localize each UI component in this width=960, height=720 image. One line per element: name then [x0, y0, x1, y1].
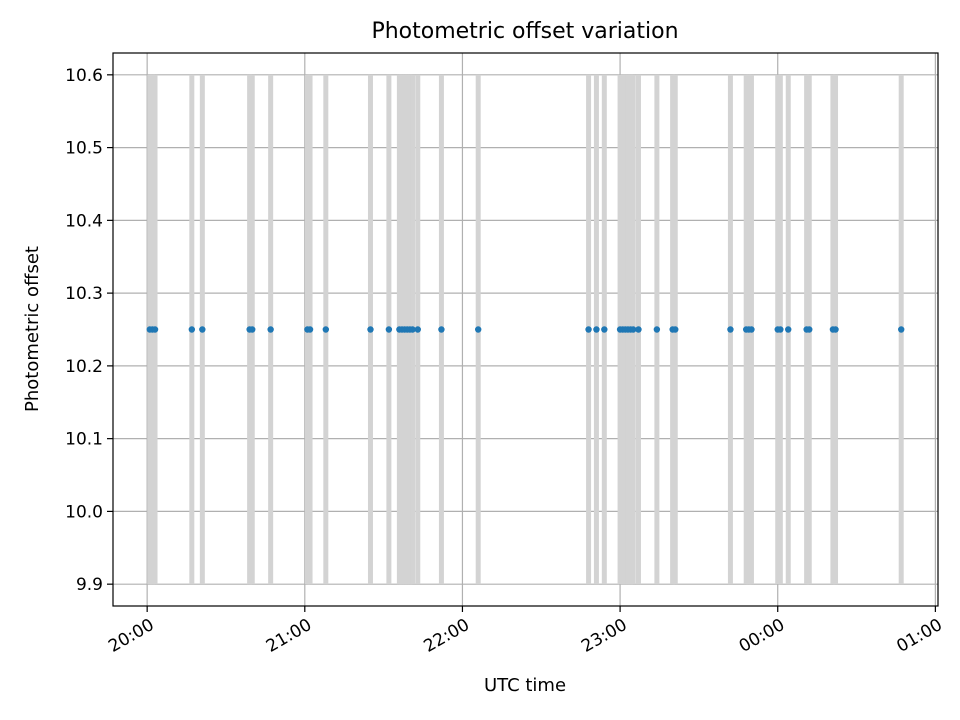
data-point [785, 326, 792, 333]
y-tick-label: 10.5 [65, 139, 103, 159]
y-tick-label: 10.2 [65, 357, 103, 377]
data-point [585, 326, 592, 333]
data-point [409, 326, 416, 333]
data-point [635, 326, 642, 333]
data-point [306, 326, 314, 333]
data-point [188, 326, 196, 333]
data-point [630, 326, 637, 333]
data-point [199, 326, 206, 333]
plot-frame [112, 52, 939, 607]
data-point [748, 326, 755, 333]
x-axis-label: UTC time [484, 675, 566, 696]
y-tick-label: 10.3 [65, 284, 103, 304]
y-tick-label: 9.9 [76, 575, 103, 595]
data-point [267, 326, 274, 333]
y-tick-label: 10.1 [65, 430, 103, 450]
data-point [672, 326, 679, 333]
data-point [322, 326, 330, 333]
data-point [438, 326, 445, 333]
data-point [727, 326, 734, 333]
data-point [832, 326, 839, 333]
data-point [593, 326, 600, 333]
data-point [777, 326, 784, 333]
data-point [249, 326, 256, 333]
data-point [806, 326, 813, 333]
data-point [653, 326, 661, 333]
data-point [475, 326, 482, 333]
data-point [385, 326, 393, 333]
data-point [414, 326, 421, 333]
chart-title: Photometric offset variation [371, 19, 678, 44]
y-tick-label: 10.4 [65, 211, 103, 231]
data-point [898, 326, 905, 333]
y-axis-label: Photometric offset [22, 246, 43, 412]
y-tick-label: 10.6 [65, 66, 103, 86]
y-tick-label: 10.0 [65, 502, 103, 522]
data-point [367, 326, 374, 333]
data-point [601, 326, 608, 333]
data-point [151, 326, 159, 333]
points-layer [146, 326, 905, 333]
